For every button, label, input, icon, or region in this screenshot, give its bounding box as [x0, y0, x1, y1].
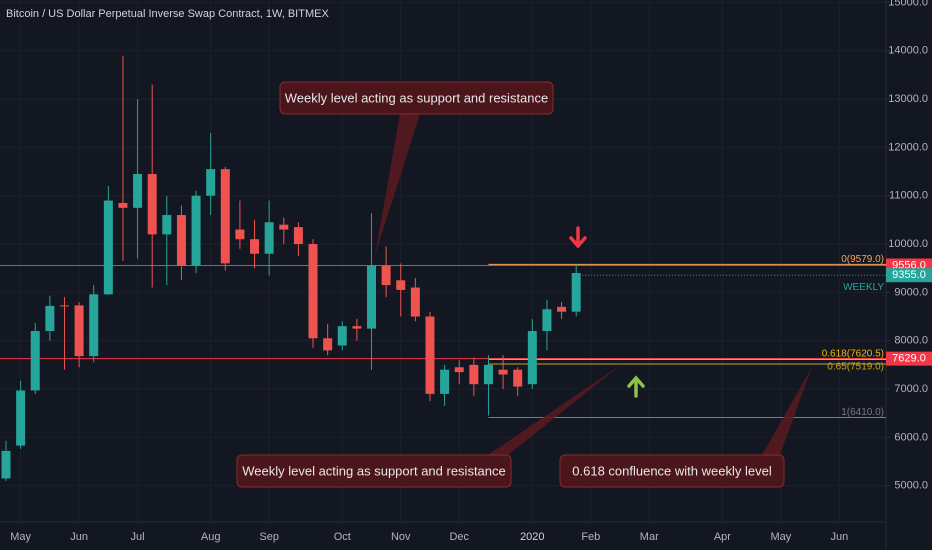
price-tag-label: 7629.0	[892, 353, 926, 365]
candle-body	[571, 273, 581, 312]
candle-body	[425, 316, 435, 394]
y-tick-label: 6000.0	[894, 431, 928, 443]
x-tick-label: May	[10, 531, 31, 543]
candle-body	[30, 331, 40, 391]
fib-label: 0(9579.0)	[841, 254, 884, 265]
candle-body	[16, 390, 26, 446]
y-tick-label: 12000.0	[888, 141, 928, 153]
candle-body	[440, 369, 450, 394]
callout-pointer	[488, 364, 622, 455]
callout-box	[236, 454, 512, 488]
x-tick-label: Sep	[259, 531, 279, 543]
candle-body	[352, 326, 362, 329]
weekly-label: WEEKLY	[843, 282, 884, 293]
candle-body	[235, 229, 245, 240]
candle-body	[279, 224, 289, 230]
y-tick-label: 9000.0	[894, 286, 928, 298]
candle-body	[513, 369, 523, 387]
callout-box	[279, 81, 554, 115]
x-tick-label: Jul	[131, 531, 145, 543]
candle-body	[308, 244, 318, 339]
candle-body	[250, 239, 260, 254]
x-tick-label: Mar	[640, 531, 659, 543]
fib-label: 1(6410.0)	[841, 407, 884, 418]
candle-body	[220, 169, 230, 264]
x-tick-label: Apr	[714, 531, 731, 543]
y-tick-label: 13000.0	[888, 93, 928, 105]
y-tick-label: 8000.0	[894, 335, 928, 347]
x-tick-label: May	[770, 531, 791, 543]
fib-label: 0.618(7620.5)	[822, 349, 884, 360]
y-tick-label: 14000.0	[888, 45, 928, 57]
candle-body	[410, 287, 420, 317]
y-tick-label: 11000.0	[889, 190, 928, 202]
x-tick-label: Nov	[391, 531, 411, 543]
candle-body	[498, 369, 508, 375]
candle-body	[293, 227, 303, 245]
callout-text: 0.618 confluence with weekly level	[572, 463, 772, 478]
candle-body	[396, 280, 406, 290]
candle-body	[118, 202, 128, 208]
price-tag-label: 9355.0	[892, 269, 926, 281]
candle-body	[191, 195, 201, 266]
chart-title: Bitcoin / US Dollar Perpetual Inverse Sw…	[6, 8, 329, 20]
callout-pointer	[375, 114, 420, 255]
candle-body	[469, 364, 479, 385]
candle-body	[483, 364, 493, 385]
x-tick-label: Dec	[449, 531, 469, 543]
price-tag	[886, 351, 932, 366]
candle-body	[367, 265, 376, 329]
x-tick-label: Jun	[70, 531, 88, 543]
up-arrow	[627, 375, 645, 398]
callout-text: Weekly level acting as support and resis…	[242, 463, 506, 478]
candle-body	[323, 338, 333, 351]
callout-box	[559, 454, 785, 488]
candle-body	[45, 305, 55, 332]
y-tick-label: 5000.0	[894, 480, 928, 492]
candle-body	[133, 173, 143, 208]
candle-body	[162, 215, 172, 235]
candle-body	[147, 173, 157, 235]
candle-body	[381, 265, 391, 286]
candle-body	[59, 305, 69, 307]
candle-body	[74, 305, 84, 357]
candle-body	[337, 326, 347, 346]
x-tick-label: Feb	[581, 531, 600, 543]
candle-body	[89, 294, 99, 357]
callout-pointer	[762, 367, 812, 455]
x-tick-label: Aug	[201, 531, 221, 543]
y-tick-label: 15000.0	[888, 0, 928, 8]
candle-body	[206, 169, 216, 196]
callout-text: Weekly level acting as support and resis…	[285, 90, 549, 105]
y-tick-label: 7000.0	[894, 383, 928, 395]
candle-body	[103, 200, 113, 295]
x-tick-label: Jun	[830, 531, 848, 543]
x-tick-label: 2020	[520, 531, 544, 543]
price-tag	[886, 268, 932, 283]
candle-body	[454, 367, 464, 373]
candle-body	[557, 306, 567, 312]
down-arrow	[569, 226, 587, 249]
y-tick-label: 10000.0	[888, 238, 928, 250]
x-tick-label: Oct	[334, 531, 351, 543]
candle-body	[542, 309, 552, 332]
candle-body	[527, 331, 537, 385]
candle-body	[1, 450, 11, 479]
candle-body	[264, 222, 274, 254]
fib-label: 0.65(7519.0)	[827, 362, 884, 373]
candle-body	[176, 215, 186, 266]
